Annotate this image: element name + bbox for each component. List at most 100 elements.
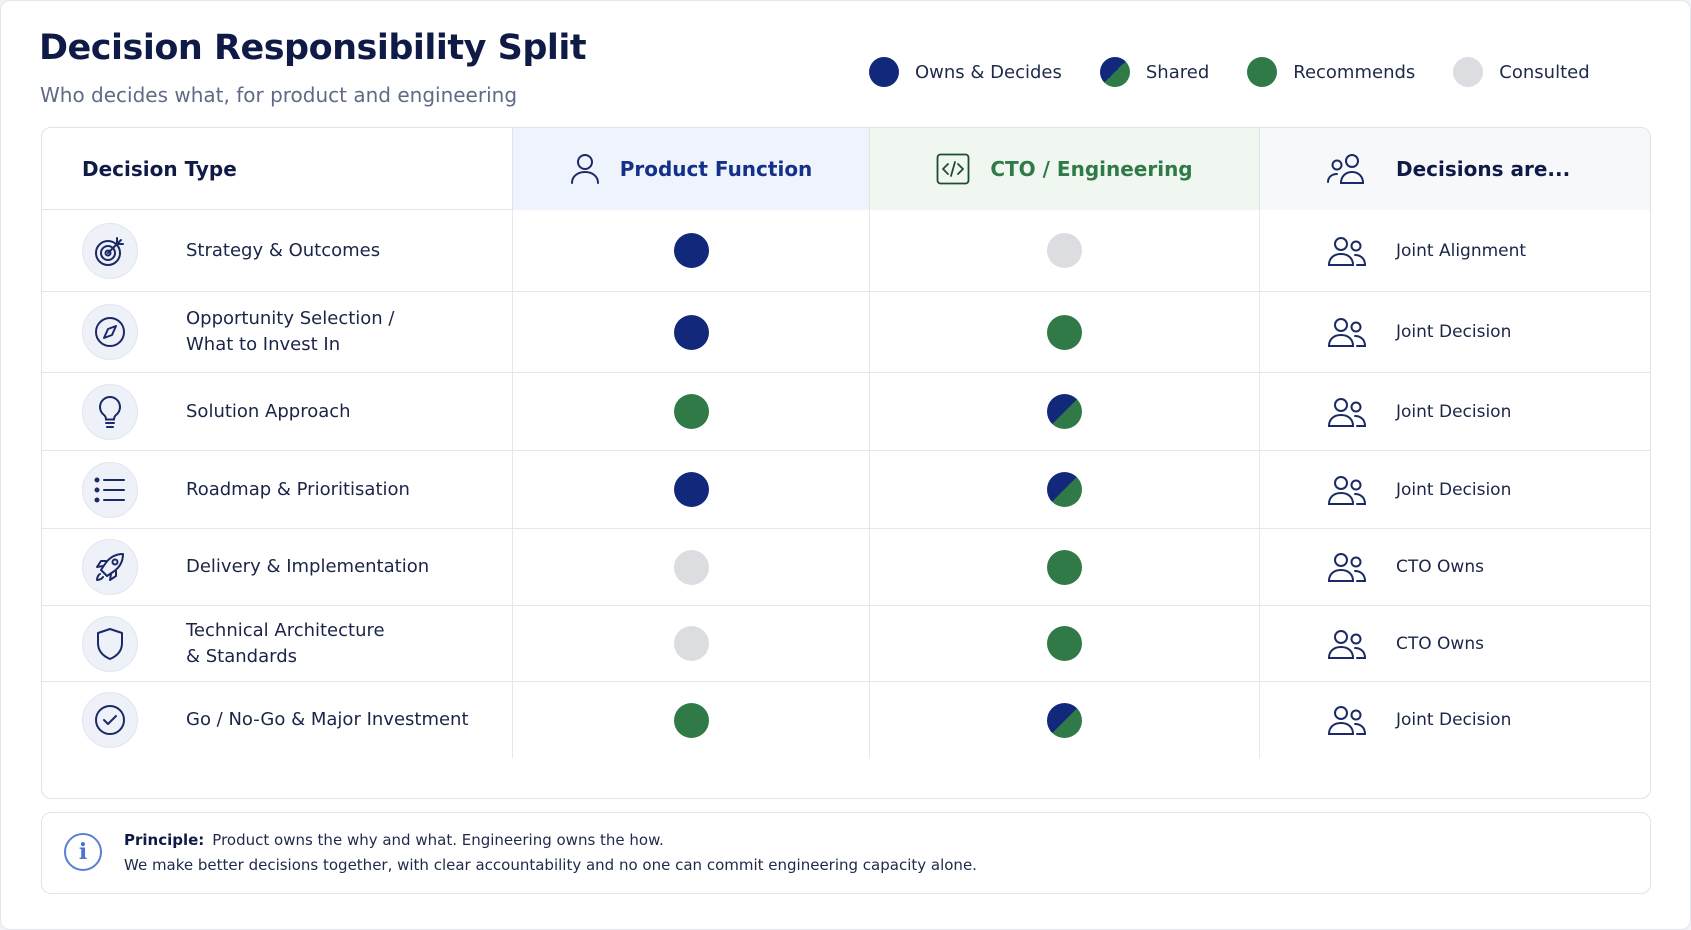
shared-dot-icon — [1047, 702, 1082, 738]
people-icon — [1326, 153, 1368, 185]
product-function-cell — [512, 606, 869, 681]
decisions-are-cell: Joint Decision — [1259, 373, 1650, 450]
legend-item-owns: Owns & Decides — [869, 57, 1062, 87]
cto-engineering-cell — [869, 451, 1259, 528]
recommends-dot-icon — [1047, 626, 1082, 661]
product-function-cell — [512, 451, 869, 528]
decision-outcome-label: Joint Alignment — [1396, 240, 1527, 261]
table-row: Strategy & Outcomes Joint Alignment — [42, 210, 1650, 292]
note-heading: Principle: — [124, 831, 205, 849]
legend-label: Recommends — [1293, 61, 1416, 83]
people-icon — [1326, 704, 1368, 736]
product-function-cell — [512, 292, 869, 372]
header-decisions-are: Decisions are... — [1259, 128, 1650, 210]
decision-type-label: Delivery & Implementation — [186, 556, 430, 577]
decision-type-cell: Strategy & Outcomes — [42, 210, 512, 291]
owns-dot-icon — [673, 472, 709, 507]
cto-engineering-cell — [869, 529, 1259, 605]
decisions-are-cell: Joint Alignment — [1259, 210, 1650, 291]
recommends-dot-icon — [1247, 57, 1278, 87]
code-icon — [936, 153, 970, 185]
lightbulb-icon — [82, 383, 138, 440]
page-subtitle: Who decides what, for product and engine… — [40, 83, 518, 107]
decision-type-label: Roadmap & Prioritisation — [186, 478, 410, 500]
legend-item-recommends: Recommends — [1247, 57, 1415, 87]
decision-type-cell: Delivery & Implementation — [42, 529, 512, 605]
shield-icon — [82, 615, 138, 672]
table-row: Opportunity Selection / What to Invest I… — [42, 292, 1650, 373]
people-icon — [1326, 551, 1368, 583]
header-label: CTO / Engineering — [990, 157, 1193, 181]
decision-type-cell: Go / No-Go & Major Investment — [42, 682, 512, 758]
decision-outcome-label: CTO Owns — [1396, 633, 1484, 654]
note-line-2: We make better decisions together, with … — [124, 856, 977, 874]
people-icon — [1326, 235, 1368, 267]
recommends-dot-icon — [1047, 314, 1082, 350]
product-function-cell — [512, 210, 869, 291]
consulted-dot-icon — [1047, 233, 1082, 268]
table-row: Go / No-Go & Major Investment Joint Decis… — [42, 682, 1650, 758]
product-function-cell — [512, 682, 869, 758]
decision-type-cell: Solution Approach — [42, 373, 512, 450]
shared-dot-icon — [1099, 57, 1130, 87]
shared-dot-icon — [1047, 472, 1082, 507]
consulted-dot-icon — [1453, 57, 1484, 87]
decisions-are-cell: Joint Decision — [1259, 682, 1650, 758]
header-product-function: Product Function — [512, 128, 869, 210]
cto-engineering-cell — [869, 373, 1259, 450]
decision-type-cell: Technical Architecture & Standards — [42, 606, 512, 681]
decisions-are-cell: CTO Owns — [1259, 606, 1650, 681]
recommends-dot-icon — [673, 702, 709, 738]
decision-outcome-label: Joint Decision — [1396, 401, 1512, 422]
header-cto-engineering: CTO / Engineering — [869, 128, 1259, 210]
product-function-cell — [512, 373, 869, 450]
legend: Owns & Decides Shared Recommends Consult… — [869, 55, 1590, 89]
list-icon — [82, 461, 138, 518]
person-icon — [570, 153, 600, 185]
header-label: Product Function — [619, 157, 813, 181]
cto-engineering-cell — [869, 292, 1259, 372]
decision-outcome-label: Joint Decision — [1396, 322, 1512, 342]
owns-dot-icon — [673, 314, 709, 350]
people-icon — [1326, 316, 1368, 348]
header-label: Decision Type — [82, 157, 237, 181]
decision-type-label: Technical Architecture & Standards — [186, 619, 385, 667]
decision-outcome-label: Joint Decision — [1396, 479, 1512, 500]
table-row: Roadmap & Prioritisation Joint Decision — [42, 451, 1650, 529]
consulted-dot-icon — [673, 626, 709, 661]
table-row: Solution Approach Joint Decision — [42, 373, 1650, 451]
decision-type-cell: Opportunity Selection / What to Invest I… — [42, 292, 512, 372]
decision-outcome-label: CTO Owns — [1396, 557, 1484, 577]
legend-item-consulted: Consulted — [1453, 57, 1590, 87]
decisions-are-cell: CTO Owns — [1259, 529, 1650, 605]
cto-engineering-cell — [869, 210, 1259, 291]
people-icon — [1326, 628, 1368, 660]
header-decision-type: Decision Type — [42, 128, 512, 210]
owns-dot-icon — [673, 233, 709, 268]
note-line-1: Principle: Product owns the why and what.… — [124, 831, 664, 849]
target-icon — [82, 222, 138, 279]
decision-type-cell: Roadmap & Prioritisation — [42, 451, 512, 528]
rocket-icon — [82, 539, 138, 595]
decisions-are-cell: Joint Decision — [1259, 292, 1650, 372]
people-icon — [1326, 474, 1368, 506]
decision-type-label: Go / No-Go & Major Investment — [186, 709, 469, 730]
legend-item-shared: Shared — [1099, 57, 1210, 87]
note-text-1: Product owns the why and what. Engineeri… — [212, 831, 664, 849]
legend-label: Consulted — [1499, 61, 1590, 83]
recommends-dot-icon — [673, 394, 709, 429]
decision-type-label: Opportunity Selection / What to Invest I… — [186, 308, 395, 355]
cto-engineering-cell — [869, 682, 1259, 758]
decision-type-label: Solution Approach — [186, 400, 351, 422]
decision-table: Decision Type Product Function — [41, 127, 1651, 799]
table-row: Delivery & Implementation CTO Owns — [42, 529, 1650, 606]
page-title: Decision Responsibility Split — [39, 28, 587, 68]
check-circle-icon — [82, 692, 138, 748]
legend-label: Shared — [1145, 61, 1210, 83]
decisions-are-cell: Joint Decision — [1259, 451, 1650, 528]
cto-engineering-cell — [869, 606, 1259, 681]
compass-icon — [82, 304, 138, 360]
info-icon: i — [64, 833, 102, 871]
people-icon — [1326, 396, 1368, 428]
